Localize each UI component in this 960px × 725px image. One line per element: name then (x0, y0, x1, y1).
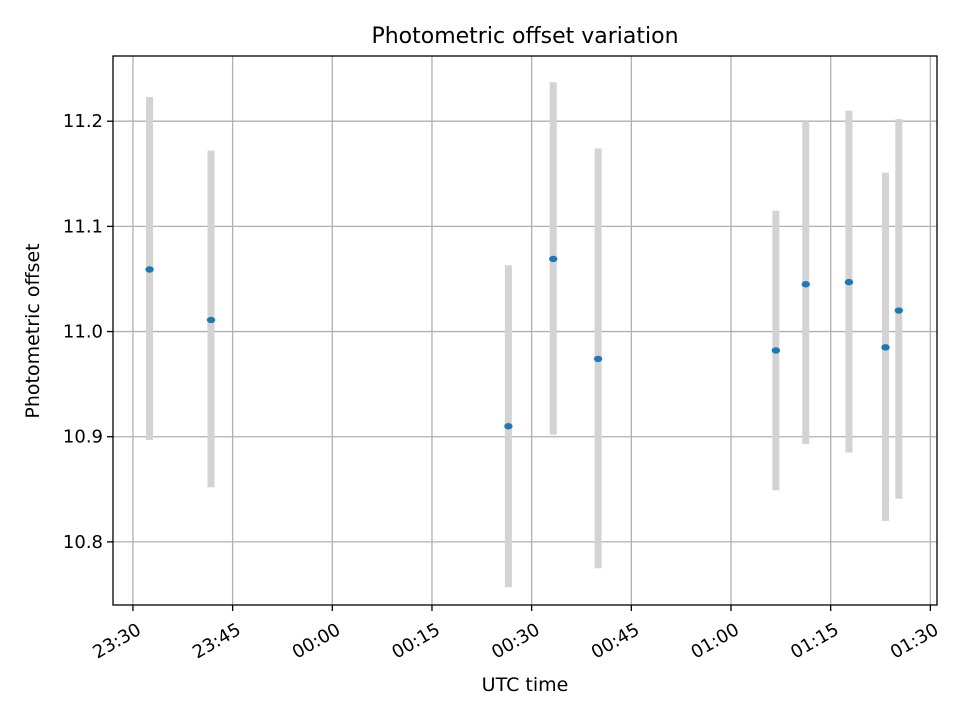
point-layer (145, 255, 903, 430)
data-point (844, 278, 854, 286)
data-point (801, 281, 810, 288)
data-point (771, 347, 781, 354)
x-axis-label: UTC time (482, 674, 569, 696)
y-tick-label: 10.9 (63, 427, 103, 448)
y-tick-label: 11.1 (63, 216, 103, 237)
y-tick-label: 11.0 (63, 322, 103, 343)
data-point (593, 355, 603, 363)
data-point (549, 255, 558, 263)
data-point (145, 266, 154, 273)
data-point (881, 344, 890, 351)
plot-frame (112, 55, 938, 606)
y-axis-label: Photometric offset (22, 243, 44, 418)
y-tick-label: 11.2 (63, 111, 103, 132)
data-point (894, 307, 903, 314)
data-point (504, 423, 513, 430)
y-tick-label: 10.8 (63, 532, 103, 553)
chart-title: Photometric offset variation (371, 24, 678, 49)
data-point (206, 316, 216, 324)
grid-layer (113, 56, 937, 605)
